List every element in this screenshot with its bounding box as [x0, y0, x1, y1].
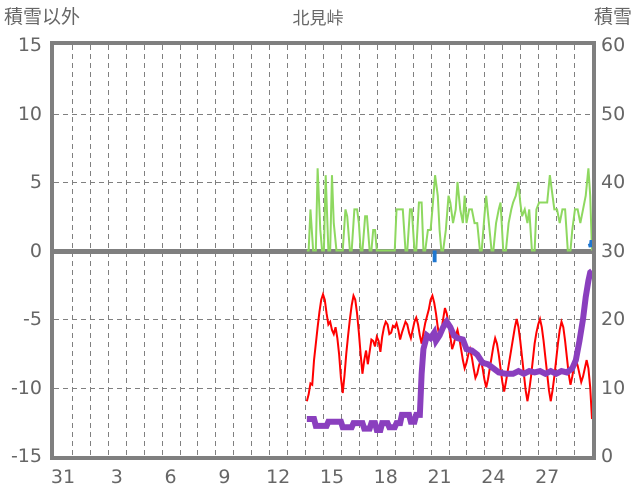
- x-tick-24: 24: [481, 466, 506, 488]
- x-tick-27: 27: [535, 466, 560, 488]
- plot-area: [50, 41, 596, 460]
- x-tick-3: 3: [110, 466, 123, 488]
- y-tick-right-50: 50: [601, 102, 626, 125]
- chart-title: 北見峠: [292, 9, 344, 29]
- series-purple-series: [306, 268, 592, 433]
- x-tick-21: 21: [427, 466, 452, 488]
- y-tick-left-10: 10: [17, 102, 42, 125]
- x-tick-6: 6: [164, 466, 177, 488]
- x-tick-12: 12: [266, 466, 291, 488]
- y-tick-right-30: 30: [601, 239, 626, 262]
- x-tick-31: 31: [50, 466, 76, 488]
- y-tick-right-0: 0: [601, 445, 614, 467]
- y-tick-left-5: 5: [29, 171, 42, 193]
- series-red-series: [305, 291, 592, 420]
- y-tick-left-15: 15: [17, 34, 42, 56]
- y-tick-right-40: 40: [601, 171, 626, 193]
- series-blue-series: [432, 250, 437, 263]
- right-axis-title: 積雪: [593, 6, 632, 28]
- series-green-series: [306, 168, 592, 252]
- y-tick-right-20: 20: [601, 308, 626, 330]
- y-tick-right-60: 60: [601, 34, 626, 56]
- y-tick-left--5: -5: [23, 308, 42, 330]
- x-tick-15: 15: [319, 466, 345, 488]
- x-tick-18: 18: [373, 466, 398, 488]
- y-tick-left-0: 0: [29, 239, 42, 262]
- series-blue-series-right: [587, 240, 592, 248]
- y-tick-left--10: -10: [10, 376, 42, 399]
- plot-inner: [54, 45, 592, 456]
- data-lines: [305, 168, 592, 433]
- y-tick-right-10: 10: [601, 376, 626, 399]
- x-tick-9: 9: [218, 466, 231, 488]
- y-tick-left--15: -15: [10, 445, 42, 467]
- left-axis-title: 積雪以外: [4, 6, 81, 28]
